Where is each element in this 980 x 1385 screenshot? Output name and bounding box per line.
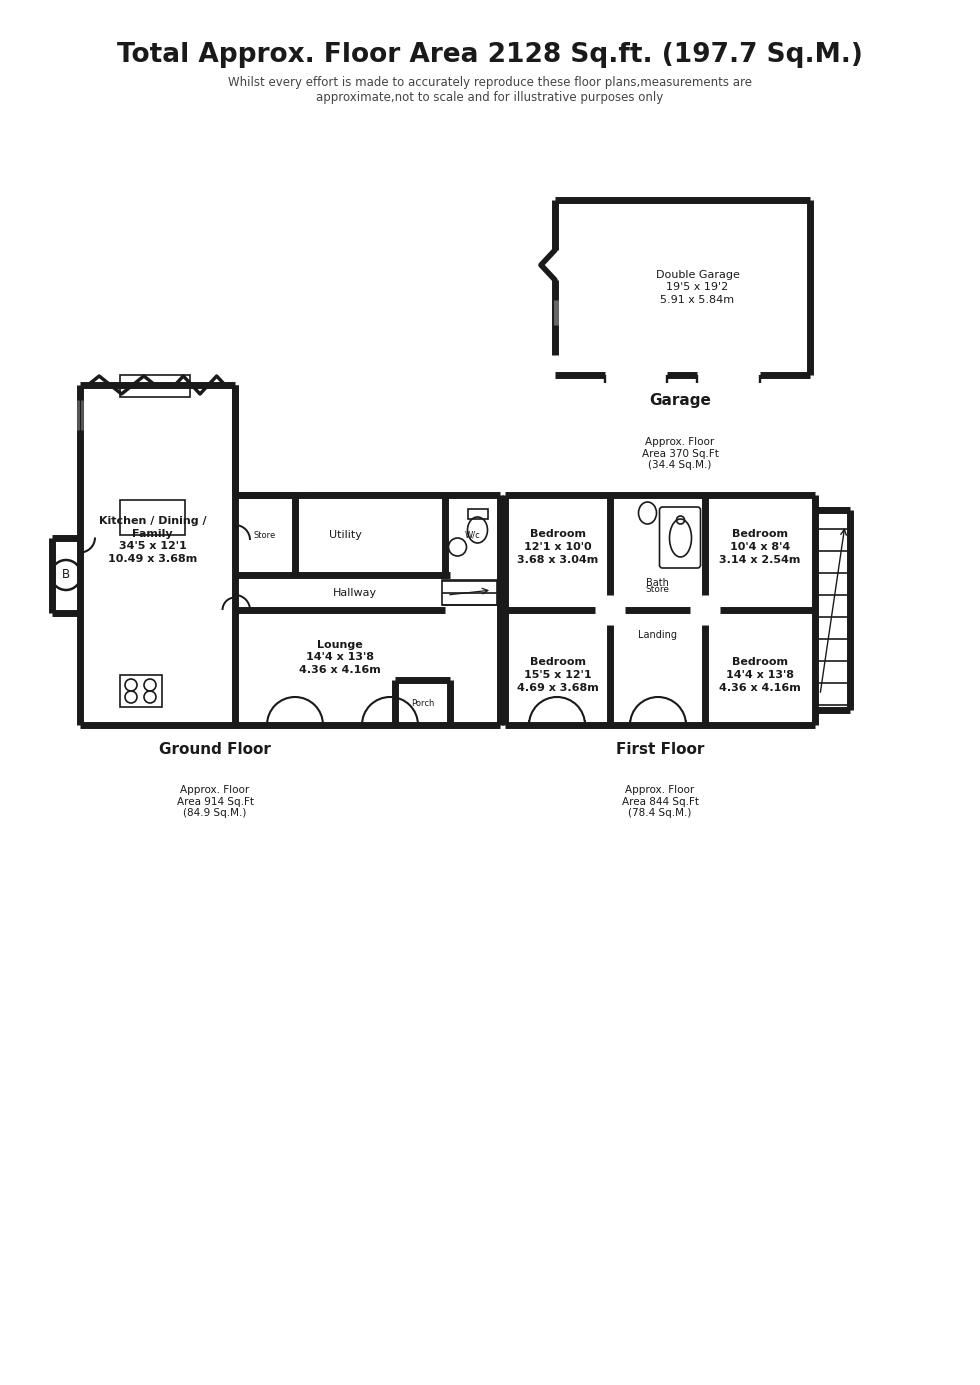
Text: Bath: Bath: [646, 578, 669, 589]
Bar: [467, 510, 487, 519]
Text: B: B: [62, 568, 70, 582]
Text: Landing: Landing: [638, 630, 677, 640]
Bar: [120, 375, 190, 397]
Text: Double Garage
19'5 x 19'2
5.91 x 5.84m: Double Garage 19'5 x 19'2 5.91 x 5.84m: [656, 270, 740, 305]
Text: Lounge
14'4 x 13'8
4.36 x 4.16m: Lounge 14'4 x 13'8 4.36 x 4.16m: [299, 640, 381, 676]
Text: Hallway: Hallway: [333, 587, 377, 597]
Text: Approx. Floor
Area 914 Sq.Ft
(84.9 Sq.M.): Approx. Floor Area 914 Sq.Ft (84.9 Sq.M.…: [176, 785, 254, 819]
Text: Kitchen / Dining /
Family
34'5 x 12'1
10.49 x 3.68m: Kitchen / Dining / Family 34'5 x 12'1 10…: [99, 515, 207, 564]
Text: Whilst every effort is made to accurately reproduce these floor plans,measuremen: Whilst every effort is made to accuratel…: [228, 76, 752, 104]
Text: Total Approx. Floor Area 2128 Sq.ft. (197.7 Sq.M.): Total Approx. Floor Area 2128 Sq.ft. (19…: [117, 42, 863, 68]
Text: Approx. Floor
Area 370 Sq.Ft
(34.4 Sq.M.): Approx. Floor Area 370 Sq.Ft (34.4 Sq.M.…: [642, 438, 718, 470]
Bar: [442, 580, 497, 605]
Text: Store: Store: [254, 530, 276, 540]
Text: W/c: W/c: [466, 530, 481, 540]
Text: Bedroom
15'5 x 12'1
4.69 x 3.68m: Bedroom 15'5 x 12'1 4.69 x 3.68m: [517, 658, 599, 692]
Text: Approx. Floor
Area 844 Sq.Ft
(78.4 Sq.M.): Approx. Floor Area 844 Sq.Ft (78.4 Sq.M.…: [621, 785, 699, 819]
Text: Bedroom
12'1 x 10'0
3.68 x 3.04m: Bedroom 12'1 x 10'0 3.68 x 3.04m: [517, 529, 599, 565]
Text: First Floor: First Floor: [615, 742, 705, 758]
Text: Utility: Utility: [328, 530, 362, 540]
Bar: [120, 500, 185, 535]
Text: Garage: Garage: [649, 392, 710, 407]
Text: Porch: Porch: [411, 698, 434, 708]
Text: Bedroom
14'4 x 13'8
4.36 x 4.16m: Bedroom 14'4 x 13'8 4.36 x 4.16m: [719, 658, 801, 692]
Text: Bedroom
10'4 x 8'4
3.14 x 2.54m: Bedroom 10'4 x 8'4 3.14 x 2.54m: [719, 529, 801, 565]
Text: Ground Floor: Ground Floor: [159, 742, 270, 758]
Text: Store: Store: [646, 586, 669, 594]
Bar: [120, 674, 162, 706]
